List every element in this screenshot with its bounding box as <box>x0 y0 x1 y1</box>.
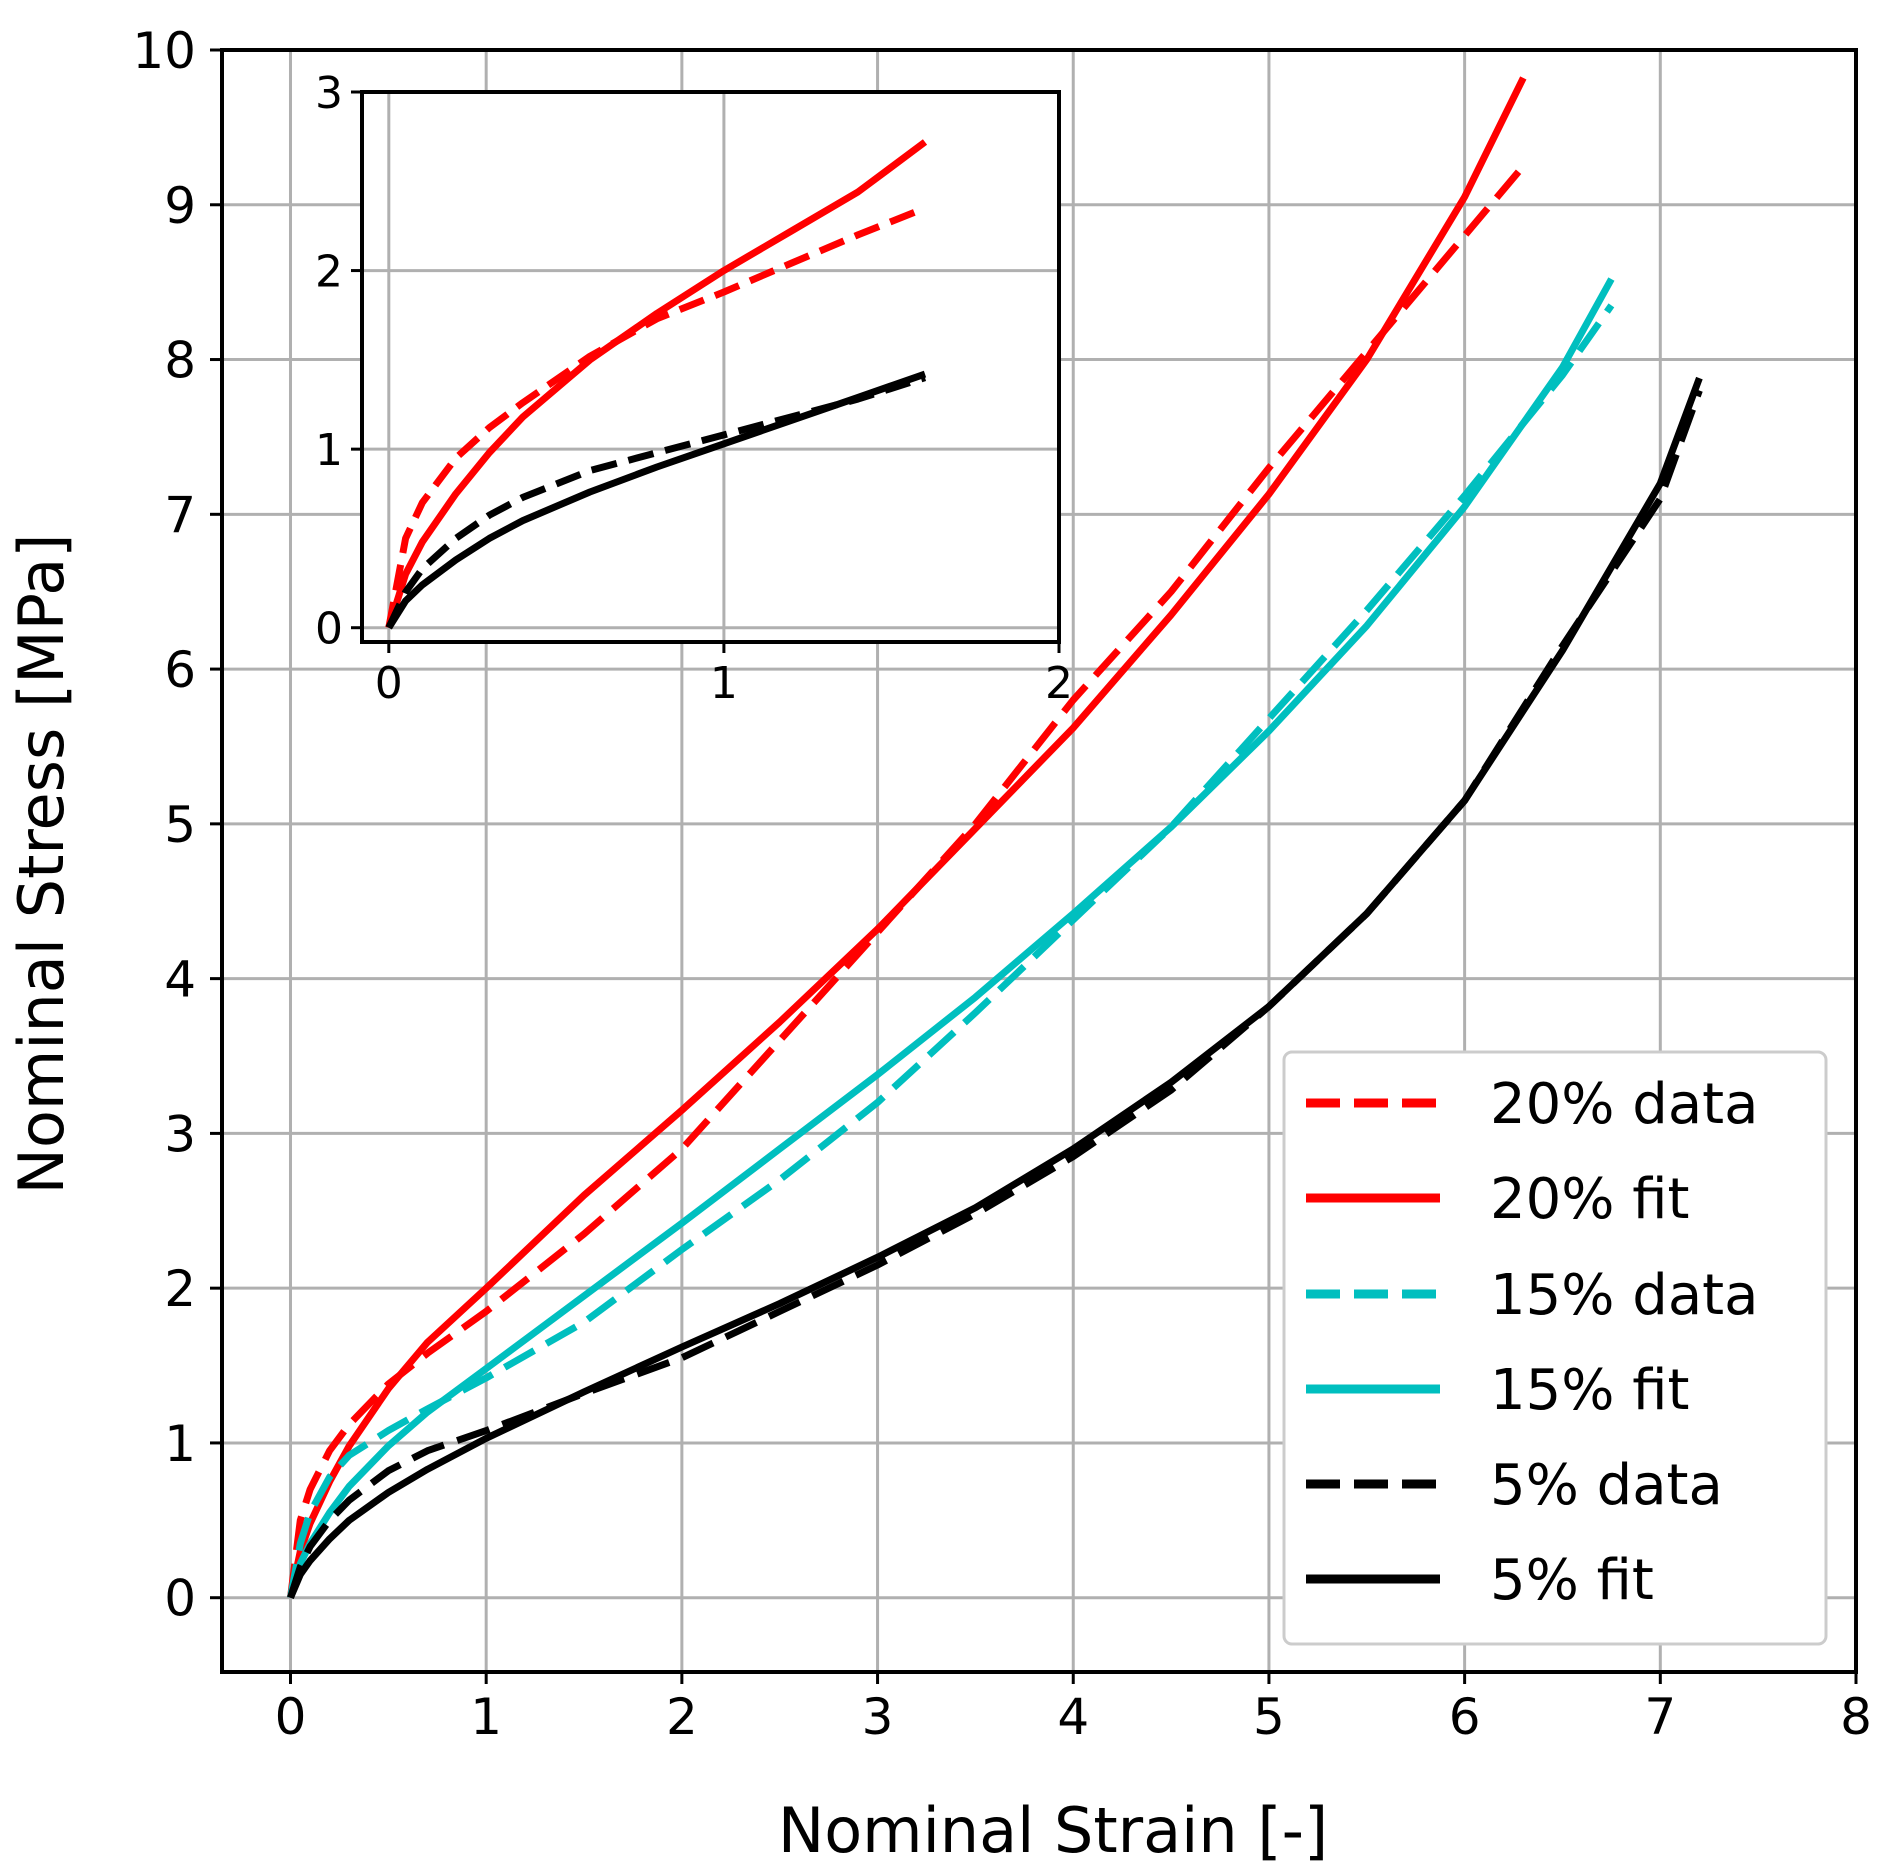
legend-entry-20-data: 20% data <box>1306 1072 1758 1137</box>
main-x-tick-label-4: 4 <box>1057 1688 1089 1746</box>
inset-background <box>362 92 1059 642</box>
legend-entry-20-fit: 20% fit <box>1306 1167 1690 1232</box>
legend-label-15-fit: 15% fit <box>1490 1358 1690 1423</box>
legend-label-5-fit: 5% fit <box>1490 1548 1654 1613</box>
main-y-tick-label-8: 8 <box>164 332 196 390</box>
inset-x-tick-label-1: 1 <box>710 658 738 709</box>
legend: 20% data 20% fit 15% data 15% fit 5% dat… <box>1282 1050 1828 1646</box>
main-x-tick-label-6: 6 <box>1449 1688 1481 1746</box>
main-y-tick-label-5: 5 <box>164 796 196 854</box>
main-y-tick-label-9: 9 <box>164 177 196 235</box>
main-series-group <box>287 76 1703 1600</box>
main-y-tick-label-0: 0 <box>164 1570 196 1628</box>
inset-frame-rect <box>360 90 1061 644</box>
main-series-15-fit <box>287 277 1615 1599</box>
main-x-tick-label-5: 5 <box>1253 1688 1285 1746</box>
legend-label-20-fit: 20% fit <box>1490 1167 1690 1232</box>
main-y-tick-label-1: 1 <box>164 1415 196 1473</box>
inset-y-tick-label-2: 2 <box>315 247 343 298</box>
main-frame-rect <box>220 48 1858 1674</box>
inset-series-20-data <box>385 204 927 629</box>
main-y-tick-label-3: 3 <box>164 1105 196 1163</box>
inset-y-tick-label-3: 3 <box>315 68 343 119</box>
inset-plot-frame <box>360 90 1061 644</box>
main-series-20-data <box>287 163 1526 1599</box>
main-x-tick-label-2: 2 <box>666 1688 698 1746</box>
inset-series-5-fit <box>385 370 927 630</box>
main-y-tick-label-10: 10 <box>132 22 196 80</box>
legend-label-5-data: 5% data <box>1490 1453 1723 1518</box>
main-y-tick-label-4: 4 <box>164 951 196 1009</box>
main-series-5-fit <box>287 376 1703 1600</box>
main-x-tick-label-0: 0 <box>275 1688 307 1746</box>
main-x-tick-label-3: 3 <box>862 1688 894 1746</box>
inset-series-20-fit <box>385 139 928 629</box>
main-x-tick-label-8: 8 <box>1840 1688 1872 1746</box>
inset-series-5-data <box>385 374 927 630</box>
y-axis-label: Nominal Stress [MPa] <box>5 534 78 1195</box>
inset-y-tick-label-0: 0 <box>315 604 343 655</box>
main-x-tick-label-7: 7 <box>1644 1688 1676 1746</box>
legend-entry-5-fit: 5% fit <box>1306 1548 1654 1613</box>
inset-x-tick-label-2: 2 <box>1045 658 1073 709</box>
x-axis-label: Nominal Strain [-] <box>778 1794 1328 1867</box>
inset-x-tick-label-0: 0 <box>375 658 403 709</box>
legend-label-15-data: 15% data <box>1490 1263 1758 1328</box>
legend-entry-15-fit: 15% fit <box>1306 1358 1690 1423</box>
main-series-15-data <box>287 303 1615 1599</box>
inset-bg-rect <box>362 92 1059 642</box>
legend-label-20-data: 20% data <box>1490 1072 1758 1137</box>
main-y-tick-label-6: 6 <box>164 641 196 699</box>
main-y-tick-label-7: 7 <box>164 486 196 544</box>
main-y-tick-label-2: 2 <box>164 1260 196 1318</box>
inset-series-group <box>385 139 928 630</box>
inset-tick-group: 0 1 2 0 1 2 3 <box>315 68 1073 709</box>
legend-entry-5-data: 5% data <box>1306 1453 1723 1518</box>
main-plot-frame <box>220 48 1858 1674</box>
legend-entry-15-data: 15% data <box>1306 1263 1758 1328</box>
inset-plot: 0 1 2 0 1 2 3 <box>315 68 1073 709</box>
inset-y-tick-label-1: 1 <box>315 425 343 476</box>
main-x-tick-label-1: 1 <box>470 1688 502 1746</box>
